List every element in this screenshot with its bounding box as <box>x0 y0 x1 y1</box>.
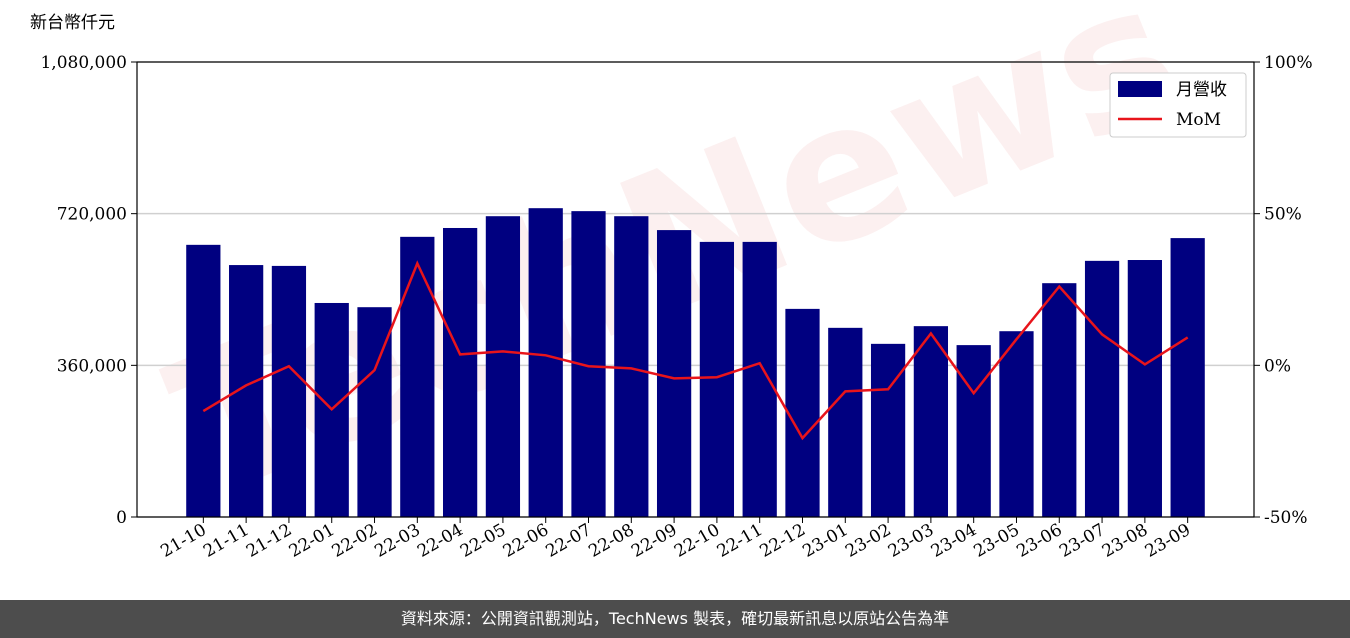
x-tick-label: 23-09 <box>1142 520 1194 562</box>
chart: 新台幣仟元 TechNews 0360,000720,0001,080,000-… <box>30 0 1313 562</box>
y2-tick-label: 0% <box>1264 356 1291 376</box>
bar <box>828 327 863 517</box>
x-tick-label: 22-08 <box>585 520 637 562</box>
x-tick-label: 22-12 <box>757 520 809 562</box>
bar <box>1127 260 1162 517</box>
x-tick-label: 22-05 <box>457 520 509 562</box>
y-tick-label: 1,080,000 <box>40 53 127 73</box>
y-tick-label: 0 <box>116 508 127 528</box>
legend-swatch <box>1118 81 1162 97</box>
bar <box>785 308 820 517</box>
bar <box>442 227 478 518</box>
bar <box>956 345 991 517</box>
x-tick-label: 23-01 <box>799 520 851 562</box>
bar <box>742 241 777 517</box>
x-tick-label: 23-02 <box>842 520 894 562</box>
y2-tick-label: 50% <box>1264 205 1302 225</box>
y2-tick-label: -50% <box>1264 508 1308 528</box>
y-tick-label: 720,000 <box>57 205 127 225</box>
bar <box>999 331 1034 517</box>
x-tick-label: 22-11 <box>714 520 766 562</box>
bar <box>528 208 563 517</box>
legend-label: 月營收 <box>1176 80 1227 100</box>
bar <box>1042 283 1077 517</box>
unit-label: 新台幣仟元 <box>30 13 115 33</box>
bar <box>229 265 264 517</box>
x-tick-label: 22-03 <box>371 520 423 562</box>
y-tick-label: 360,000 <box>57 356 127 376</box>
x-tick-label: 23-05 <box>971 520 1023 562</box>
x-tick-label: 22-07 <box>543 520 595 562</box>
mom-line <box>202 260 1189 441</box>
x-tick-label: 21-10 <box>157 520 209 562</box>
bar <box>656 230 692 517</box>
bar <box>870 343 906 517</box>
x-tick-label: 22-02 <box>329 520 381 562</box>
x-tick-label: 23-03 <box>885 520 937 562</box>
bar <box>271 265 307 517</box>
bar <box>1084 260 1120 517</box>
x-tick-label: 23-04 <box>928 520 980 562</box>
y2-tick-label: 100% <box>1264 53 1313 73</box>
x-tick-label: 22-01 <box>286 520 338 562</box>
x-tick-label: 22-09 <box>628 520 680 562</box>
bar <box>186 244 221 517</box>
x-tick-label: 22-04 <box>414 520 466 562</box>
bar <box>913 326 949 517</box>
bar <box>1170 238 1205 517</box>
bar <box>485 216 521 517</box>
x-tick-label: 23-07 <box>1056 520 1108 562</box>
legend-label: MoM <box>1176 110 1221 130</box>
x-tick-label: 23-08 <box>1099 520 1151 562</box>
x-tick-label: 22-10 <box>671 520 723 562</box>
x-tick-label: 23-06 <box>1013 520 1065 562</box>
plot-frame <box>136 61 1255 518</box>
x-tick-label: 22-06 <box>500 520 552 562</box>
bar <box>699 241 735 517</box>
source-footer: 資料來源：公開資訊觀測站，TechNews 製表，確切最新訊息以原站公告為準 <box>0 600 1350 638</box>
bar <box>400 236 435 518</box>
